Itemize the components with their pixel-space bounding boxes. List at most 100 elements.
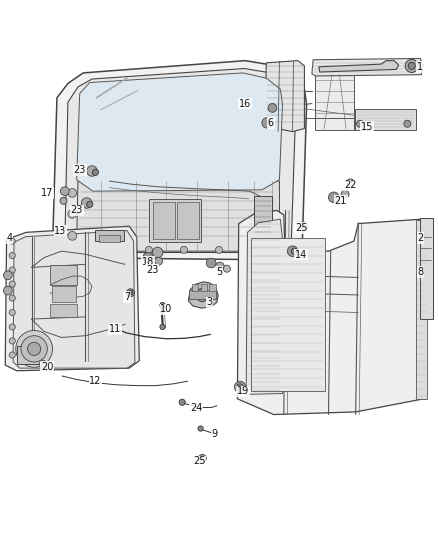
Polygon shape [77,73,283,191]
Bar [209,284,216,290]
Circle shape [9,295,15,301]
Bar [52,286,76,302]
Polygon shape [53,61,307,260]
Polygon shape [5,226,139,371]
Circle shape [9,324,15,330]
Circle shape [179,399,185,405]
Text: 1: 1 [417,62,423,72]
Circle shape [160,302,165,308]
Polygon shape [319,61,399,72]
Circle shape [68,209,77,219]
Circle shape [87,166,97,176]
Bar [201,284,207,290]
Bar [355,109,416,130]
Polygon shape [13,231,135,368]
Circle shape [143,253,153,263]
Text: 21: 21 [335,196,347,206]
Text: 9: 9 [212,429,218,439]
Text: 17: 17 [41,188,53,198]
Circle shape [9,310,15,316]
Polygon shape [315,75,354,130]
Bar [254,197,272,236]
Polygon shape [77,181,279,251]
Circle shape [155,257,162,265]
Polygon shape [65,69,296,253]
Text: 20: 20 [41,362,53,372]
Circle shape [328,192,339,203]
Polygon shape [246,219,283,394]
Bar [50,265,77,285]
Circle shape [87,201,93,207]
Text: 10: 10 [160,304,173,314]
Circle shape [145,246,152,253]
Circle shape [68,189,77,197]
Circle shape [9,338,15,344]
Circle shape [39,360,46,367]
Circle shape [198,426,203,431]
Polygon shape [312,59,423,76]
Circle shape [4,286,12,295]
Circle shape [152,247,163,258]
Text: 25: 25 [193,456,205,466]
Text: 11: 11 [109,324,121,334]
Circle shape [215,246,223,253]
Text: 25: 25 [295,223,307,233]
Polygon shape [265,61,304,132]
Text: 4: 4 [7,233,13,243]
Circle shape [9,267,15,273]
Text: 23: 23 [146,264,159,274]
Circle shape [16,330,53,367]
Circle shape [9,238,15,244]
Circle shape [408,62,415,69]
Circle shape [341,190,349,198]
Text: 23: 23 [71,205,83,215]
Circle shape [262,118,272,128]
Circle shape [128,290,133,295]
Circle shape [21,336,47,362]
Circle shape [127,289,134,297]
Text: 18: 18 [142,257,154,267]
Text: 2: 2 [417,233,424,243]
Text: 3: 3 [206,297,212,308]
Bar [95,230,124,241]
Polygon shape [188,282,218,308]
Circle shape [60,187,69,196]
Circle shape [92,169,99,175]
Text: 15: 15 [361,122,373,132]
Circle shape [268,103,277,112]
Bar [416,220,427,399]
Text: 22: 22 [344,181,357,190]
Bar [192,284,198,290]
Bar [251,238,325,391]
Circle shape [198,455,206,462]
Circle shape [357,120,364,127]
Circle shape [347,179,354,186]
Circle shape [160,324,165,329]
Text: 8: 8 [417,266,424,277]
Circle shape [9,253,15,259]
Circle shape [180,246,187,253]
Circle shape [215,262,224,271]
Circle shape [234,381,246,393]
Bar [149,199,201,243]
Text: 23: 23 [74,165,86,175]
Bar [189,290,216,300]
Circle shape [291,248,297,254]
Text: 24: 24 [190,402,202,413]
Circle shape [28,342,41,356]
Circle shape [60,197,67,204]
Circle shape [405,59,418,72]
Circle shape [196,288,209,302]
Circle shape [68,231,77,240]
Bar [153,202,175,239]
Polygon shape [237,211,424,415]
Bar [420,219,433,319]
Circle shape [206,258,216,268]
Circle shape [4,271,12,280]
Circle shape [9,352,15,358]
Text: 14: 14 [295,249,307,260]
Bar [177,202,199,239]
Bar [17,346,41,364]
Circle shape [223,265,230,272]
Bar [50,304,77,317]
